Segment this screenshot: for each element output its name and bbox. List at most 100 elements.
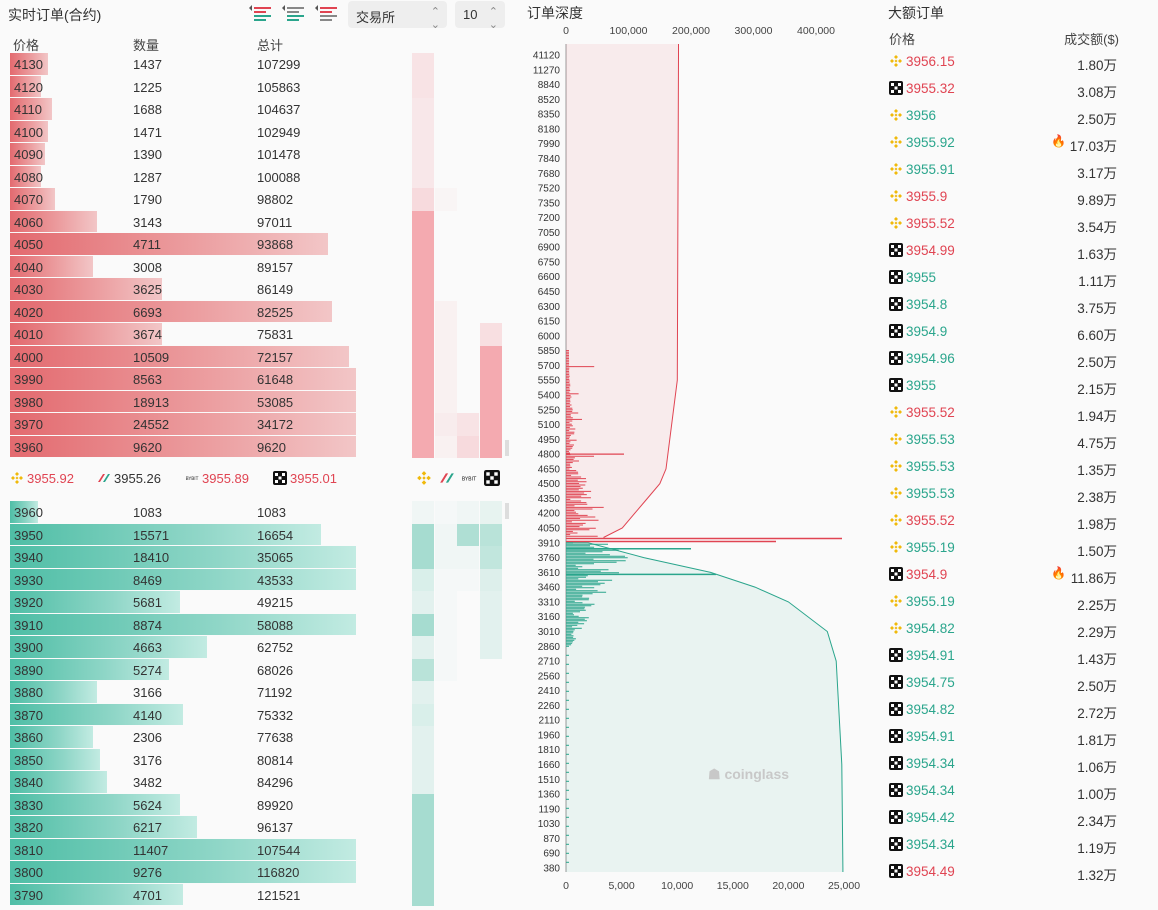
scroll-indicator[interactable] xyxy=(505,503,509,519)
bid-row[interactable]: 3900 4663 62752 xyxy=(0,636,515,659)
large-order-row[interactable]: 3954.8 3.75万 xyxy=(880,291,1150,318)
depth-level-select[interactable]: 10 ⌃ ⌄ xyxy=(455,1,505,31)
bid-row[interactable]: 3860 2306 77638 xyxy=(0,726,515,749)
heat-cell xyxy=(457,546,479,569)
view-bids-icon[interactable] xyxy=(281,4,307,24)
row-qty: 3166 xyxy=(133,685,162,700)
ask-row[interactable]: 3990 8563 61648 xyxy=(0,368,515,391)
bid-row[interactable]: 3790 4701 121521 xyxy=(0,883,515,906)
large-order-row[interactable]: 3954.91 1.43万 xyxy=(880,642,1150,669)
large-order-row[interactable]: 3954.42 2.34万 xyxy=(880,804,1150,831)
row-price: 3940 xyxy=(14,550,43,565)
ask-row[interactable]: 4130 1437 107299 xyxy=(0,53,515,76)
order-price: 3955.9 xyxy=(906,189,948,204)
ask-row[interactable]: 4000 10509 72157 xyxy=(0,345,515,368)
large-order-row[interactable]: 3955.52 3.54万 xyxy=(880,210,1150,237)
bid-row[interactable]: 3870 4140 75332 xyxy=(0,703,515,726)
ask-row[interactable]: 4010 3674 75831 xyxy=(0,323,515,346)
large-order-row[interactable]: 3954.82 2.29万 xyxy=(880,615,1150,642)
heat-cell xyxy=(457,435,479,458)
ask-row[interactable]: 4050 4711 93868 xyxy=(0,233,515,256)
price-axis-tick: 1960 xyxy=(538,730,561,741)
large-order-row[interactable]: 3955.19 2.25万 xyxy=(880,588,1150,615)
bid-row[interactable]: 3940 18410 35065 xyxy=(0,546,515,569)
large-order-row[interactable]: 3954.34 1.00万 xyxy=(880,777,1150,804)
bid-row[interactable]: 3880 3166 71192 xyxy=(0,681,515,704)
ask-row[interactable]: 4090 1390 101478 xyxy=(0,143,515,166)
row-price: 3810 xyxy=(14,842,43,858)
large-order-row[interactable]: 3955 2.15万 xyxy=(880,372,1150,399)
ask-row[interactable]: 4070 1790 98802 xyxy=(0,188,515,211)
large-order-row[interactable]: 3956.15 1.80万 xyxy=(880,48,1150,75)
bid-row[interactable]: 3800 9276 116820 xyxy=(0,861,515,884)
bid-row[interactable]: 3840 3482 84296 xyxy=(0,771,515,794)
price-axis-tick: 4200 xyxy=(538,509,561,520)
bid-row[interactable]: 3960 1083 1083 xyxy=(0,501,515,524)
large-order-row[interactable]: 3954.96 2.50万 xyxy=(880,345,1150,372)
large-order-row[interactable]: 3955.53 4.75万 xyxy=(880,426,1150,453)
ask-row[interactable]: 4020 6693 82525 xyxy=(0,300,515,323)
large-order-row[interactable]: 3955.32 3.08万 xyxy=(880,75,1150,102)
view-asks-icon[interactable] xyxy=(314,4,340,24)
bid-row[interactable]: 3950 15571 16654 xyxy=(0,523,515,546)
ask-row[interactable]: 3970 24552 34172 xyxy=(0,413,515,436)
row-qty: 3482 xyxy=(133,775,162,790)
large-order-row[interactable]: 3956 2.50万 xyxy=(880,102,1150,129)
row-price: 3990 xyxy=(14,372,43,387)
binance-icon xyxy=(889,405,903,419)
row-qty: 4140 xyxy=(133,707,162,723)
large-order-row[interactable]: 3955.9 9.89万 xyxy=(880,183,1150,210)
ask-row[interactable]: 4110 1688 104637 xyxy=(0,98,515,121)
order-price: 3955.53 xyxy=(906,486,955,501)
large-order-row[interactable]: 3955 1.11万 xyxy=(880,264,1150,291)
bid-row[interactable]: 3820 6217 96137 xyxy=(0,816,515,839)
price-axis-tick: 1660 xyxy=(538,760,561,771)
bid-row[interactable]: 3810 11407 107544 xyxy=(0,838,515,861)
order-price: 3954.82 xyxy=(906,702,955,717)
bid-row[interactable]: 3930 8469 43533 xyxy=(0,568,515,591)
ask-row[interactable]: 4120 1225 105863 xyxy=(0,75,515,98)
ask-row[interactable]: 4060 3143 97011 xyxy=(0,210,515,233)
order-amount: 1.80万 xyxy=(1077,58,1117,73)
price-axis-tick: 5250 xyxy=(538,405,561,416)
order-price: 3954.49 xyxy=(906,864,955,879)
bid-row[interactable]: 3890 5274 68026 xyxy=(0,658,515,681)
ask-row[interactable]: 4100 1471 102949 xyxy=(0,120,515,143)
ask-row[interactable]: 4040 3008 89157 xyxy=(0,255,515,278)
bid-row[interactable]: 3910 8874 58088 xyxy=(0,613,515,636)
large-order-row[interactable]: 3955.52 1.98万 xyxy=(880,507,1150,534)
large-order-row[interactable]: 3954.9 🔥 11.86万 xyxy=(880,561,1150,588)
large-order-row[interactable]: 3954.99 1.63万 xyxy=(880,237,1150,264)
scroll-indicator[interactable] xyxy=(505,440,509,456)
large-order-row[interactable]: 3955.19 1.50万 xyxy=(880,534,1150,561)
large-order-row[interactable]: 3954.75 2.50万 xyxy=(880,669,1150,696)
price-axis-tick: 5550 xyxy=(538,376,561,387)
binance-icon xyxy=(889,54,903,68)
order-price: 3955.32 xyxy=(906,81,955,96)
large-order-row[interactable]: 3955.92 🔥 17.03万 xyxy=(880,129,1150,156)
large-order-row[interactable]: 3955.52 1.94万 xyxy=(880,399,1150,426)
ask-row[interactable]: 3980 18913 53085 xyxy=(0,390,515,413)
bid-row[interactable]: 3850 3176 80814 xyxy=(0,748,515,771)
large-order-row[interactable]: 3955.53 1.35万 xyxy=(880,453,1150,480)
row-total: 89157 xyxy=(257,259,294,275)
heat-cell xyxy=(412,413,434,436)
large-order-row[interactable]: 3954.49 1.32万 xyxy=(880,858,1150,885)
large-order-row[interactable]: 3954.34 1.06万 xyxy=(880,750,1150,777)
exchange-select[interactable]: 交易所 ⌃ ⌄ xyxy=(348,1,447,31)
large-order-row[interactable]: 3954.91 1.81万 xyxy=(880,723,1150,750)
large-order-row[interactable]: 3954.9 6.60万 xyxy=(880,318,1150,345)
large-order-row[interactable]: 3954.34 1.19万 xyxy=(880,831,1150,858)
view-both-icon[interactable] xyxy=(248,4,274,24)
bid-row[interactable]: 3920 5681 49215 xyxy=(0,591,515,614)
ask-row[interactable]: 4030 3625 86149 xyxy=(0,278,515,301)
price-axis-tick: 3010 xyxy=(538,627,561,638)
large-order-row[interactable]: 3955.53 2.38万 xyxy=(880,480,1150,507)
ask-row[interactable]: 4080 1287 100088 xyxy=(0,165,515,188)
large-order-row[interactable]: 3954.82 2.72万 xyxy=(880,696,1150,723)
ask-row[interactable]: 3960 9620 9620 xyxy=(0,435,515,458)
large-order-row[interactable]: 3955.91 3.17万 xyxy=(880,156,1150,183)
bid-row[interactable]: 3830 5624 89920 xyxy=(0,793,515,816)
depth-bar xyxy=(10,658,170,680)
row-qty: 11407 xyxy=(133,842,169,858)
